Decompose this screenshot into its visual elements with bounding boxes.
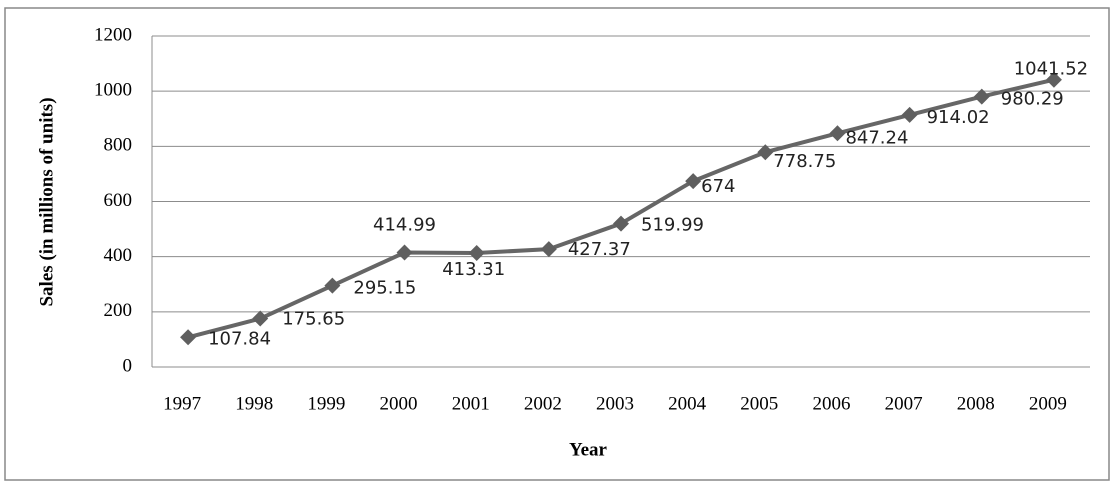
x-tick-label: 2008 [957, 393, 995, 414]
data-label: 427.37 [568, 239, 631, 260]
data-marker [757, 144, 774, 161]
data-label: 414.99 [373, 215, 436, 236]
data-marker [180, 329, 197, 346]
x-tick-label: 1997 [163, 393, 201, 414]
y-tick-label: 200 [104, 300, 133, 321]
y-tick-label: 600 [104, 190, 133, 211]
y-tick-label: 0 [123, 355, 133, 376]
x-axis-label: Year [569, 439, 608, 460]
data-label: 1041.52 [1014, 59, 1088, 80]
data-marker [540, 241, 557, 258]
x-tick-label: 2004 [668, 393, 707, 414]
x-tick-label: 2007 [885, 393, 923, 414]
y-tick-label: 1200 [94, 24, 132, 45]
x-tick-label: 2005 [740, 393, 778, 414]
data-marker [973, 88, 990, 105]
chart-frame [4, 7, 1110, 481]
data-marker [613, 215, 629, 232]
data-marker [324, 277, 341, 294]
data-marker [1045, 71, 1062, 88]
data-label: 914.02 [927, 107, 990, 128]
y-tick-label: 800 [104, 135, 133, 156]
data-label: 107.84 [208, 328, 271, 349]
data-marker [468, 244, 485, 261]
data-label: 175.65 [282, 309, 345, 330]
data-label: 519.99 [641, 215, 704, 236]
data-marker [252, 310, 269, 327]
x-tick-label: 2006 [812, 393, 850, 414]
data-marker [901, 106, 918, 123]
y-tick-label: 400 [104, 245, 133, 266]
data-marker [685, 173, 702, 190]
data-label: 847.24 [845, 127, 908, 148]
data-label: 778.75 [773, 151, 836, 172]
x-tick-label: 1998 [235, 393, 273, 414]
x-tick-label: 2002 [524, 393, 562, 414]
data-label: 413.31 [442, 259, 505, 280]
x-tick-label: 1999 [307, 393, 345, 414]
x-tick-label: 2000 [380, 393, 418, 414]
data-label: 980.29 [1001, 89, 1064, 110]
data-label: 674 [701, 176, 735, 197]
y-axis-label: Sales (in millions of units) [36, 97, 57, 306]
x-tick-label: 2001 [452, 393, 490, 414]
data-marker [829, 125, 846, 142]
data-marker [396, 244, 413, 261]
x-tick-label: 2003 [596, 393, 634, 414]
x-tick-label: 2009 [1029, 393, 1067, 414]
data-label: 295.15 [353, 278, 416, 299]
y-tick-label: 1000 [94, 80, 132, 101]
